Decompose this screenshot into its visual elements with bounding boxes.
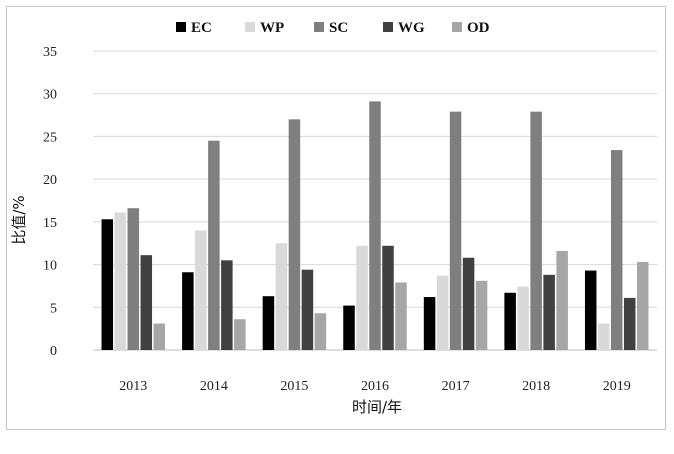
bar-wg-2015 — [301, 269, 314, 350]
x-tick-label: 2016 — [361, 379, 389, 394]
legend-swatch — [245, 22, 255, 32]
bar-sc-2018 — [530, 111, 542, 350]
bars — [101, 101, 649, 350]
legend-label: OD — [467, 20, 490, 36]
legend-item-ec: EC — [176, 20, 212, 36]
y-tick-labels: 0 5 10 15 20 25 30 35 — [43, 45, 57, 359]
bar-od-2018 — [556, 250, 568, 350]
legend-swatch — [314, 22, 324, 32]
bar-ec-2014 — [182, 272, 194, 350]
bar-wg-2016 — [382, 245, 394, 350]
bar-ec-2017 — [423, 297, 436, 350]
bar-ec-2015 — [262, 296, 275, 350]
y-axis-title: 比值/% — [10, 195, 28, 244]
legend-item-wp: WP — [245, 20, 284, 36]
bar-od-2015 — [314, 313, 327, 350]
bar-sc-2019 — [610, 150, 623, 350]
bar-wp-2018 — [517, 286, 529, 350]
x-tick-labels: 2013 2014 2015 2016 2017 2018 2019 — [119, 379, 630, 394]
legend-swatch — [176, 22, 186, 32]
legend-swatch — [452, 22, 462, 32]
y-tick-label: 0 — [50, 344, 57, 359]
x-tick-label: 2019 — [603, 379, 631, 394]
y-tick-label: 25 — [43, 130, 57, 145]
legend: EC WP SC WG OD — [176, 20, 490, 36]
legend-item-wg: WG — [383, 20, 425, 36]
bar-od-2017 — [475, 280, 488, 350]
legend-label: SC — [329, 20, 348, 36]
bar-wp-2017 — [436, 275, 449, 350]
bar-wp-2015 — [275, 243, 288, 350]
y-tick-label: 30 — [43, 88, 57, 103]
x-tick-label: 2017 — [442, 379, 470, 394]
bar-wp-2016 — [356, 245, 368, 350]
bar-ec-2016 — [343, 305, 355, 350]
bar-sc-2014 — [208, 140, 220, 350]
bar-od-2014 — [234, 319, 246, 350]
y-tick-label: 15 — [43, 216, 57, 231]
bar-wp-2019 — [597, 323, 610, 350]
bar-wg-2018 — [543, 274, 555, 350]
y-tick-label: 35 — [43, 45, 57, 60]
bar-sc-2017 — [449, 111, 462, 350]
legend-label: EC — [191, 20, 212, 36]
x-tick-label: 2014 — [200, 379, 228, 394]
bar-ec-2019 — [584, 270, 597, 350]
y-tick-label: 20 — [43, 173, 57, 188]
x-tick-label: 2013 — [119, 379, 147, 394]
legend-item-sc: SC — [314, 20, 348, 36]
bar-od-2019 — [636, 262, 649, 350]
legend-item-od: OD — [452, 20, 490, 36]
bar-wp-2014 — [195, 230, 207, 350]
bar-sc-2013 — [127, 208, 140, 350]
bar-wg-2019 — [623, 297, 636, 350]
bar-od-2013 — [153, 323, 166, 350]
y-tick-label: 5 — [50, 301, 57, 316]
bar-ec-2018 — [504, 292, 516, 350]
legend-label: WG — [398, 20, 425, 36]
bar-sc-2016 — [369, 101, 381, 350]
legend-label: WP — [260, 20, 284, 36]
bar-ec-2013 — [101, 219, 114, 350]
bar-wg-2013 — [140, 255, 153, 350]
bar-wg-2014 — [221, 260, 233, 350]
x-axis-title: 时间/年 — [352, 398, 402, 416]
bar-wg-2017 — [462, 257, 475, 350]
bar-od-2016 — [395, 282, 407, 350]
y-tick-label: 10 — [43, 259, 57, 274]
bar-wp-2013 — [114, 212, 127, 350]
x-tick-label: 2018 — [522, 379, 550, 394]
x-tick-label: 2015 — [280, 379, 308, 394]
legend-swatch — [383, 22, 393, 32]
bar-sc-2015 — [288, 119, 301, 350]
